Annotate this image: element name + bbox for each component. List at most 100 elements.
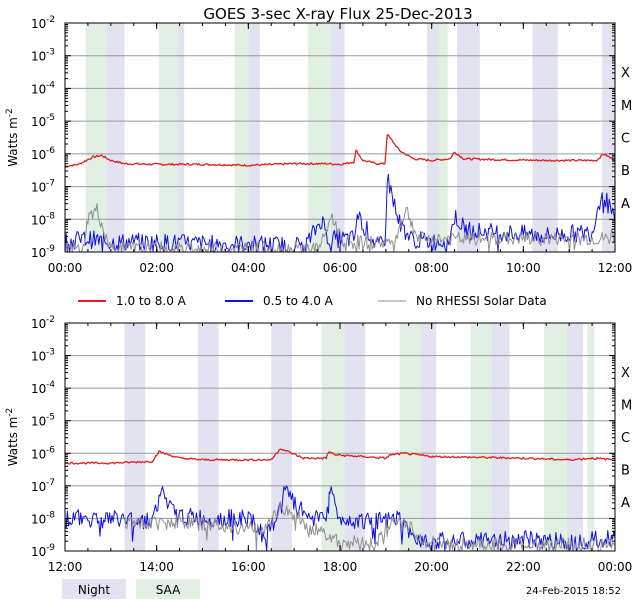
series-line-long [64, 134, 616, 168]
x-tick-label: 16:00 [231, 560, 266, 574]
x-tick-label: 00:00 [598, 560, 633, 574]
flare-class-label: C [621, 431, 630, 446]
y-tick-label: 10 [31, 512, 46, 526]
night-legend-label: Night [78, 583, 111, 597]
y-tick-label: 10 [31, 148, 46, 162]
x-tick-label: 14:00 [139, 560, 174, 574]
y-tick-exponent: -8 [46, 510, 55, 520]
y-tick-label: 10 [31, 246, 46, 260]
series-line-long [64, 448, 616, 465]
night-saa-legend: Night SAA [62, 579, 200, 599]
y-tick-label: 10 [31, 213, 46, 227]
night-band [271, 323, 292, 551]
y-tick-label: 10 [31, 350, 46, 364]
night-band [420, 323, 437, 551]
night-band [248, 23, 260, 252]
lower-panel: 10-910-810-710-610-510-410-310 -2XMCBA12:… [5, 315, 632, 574]
y-tick-label: 10 [31, 480, 46, 494]
legend-label-rhessi: No RHESSI Solar Data [416, 294, 547, 308]
night-band [177, 23, 185, 252]
flare-class-label: M [621, 398, 632, 413]
y-axis-label-exponent: -2 [5, 108, 15, 117]
y-tick-exponent: -6 [46, 146, 55, 156]
flare-class-label: B [621, 164, 630, 179]
series-legend: 1.0 to 8.0 A 0.5 to 4.0 A No RHESSI Sola… [78, 294, 547, 308]
night-band [602, 23, 615, 252]
saa-legend-label: SAA [156, 583, 181, 597]
legend-label-short: 0.5 to 4.0 A [263, 294, 334, 308]
saa-band [321, 323, 345, 551]
night-band [344, 323, 366, 551]
y-tick-exponent: -5 [46, 413, 55, 423]
x-tick-label: 06:00 [323, 261, 358, 275]
x-tick-label: 12:00 [598, 261, 633, 275]
legend-label-long: 1.0 to 8.0 A [116, 294, 187, 308]
night-band [427, 23, 439, 252]
y-tick-exponent: -3 [46, 48, 55, 58]
y-axis-label-text: Watts m [6, 417, 20, 467]
y-tick-exponent: -4 [46, 80, 55, 90]
x-tick-label: 22:00 [506, 560, 541, 574]
night-legend-swatch [62, 579, 126, 599]
y-tick-label: 10 [31, 545, 46, 559]
y-axis-label-text: Watts m [6, 117, 20, 167]
y-tick-exponent: -8 [46, 211, 55, 221]
flare-class-label: B [621, 464, 630, 479]
night-band [566, 323, 583, 551]
y-tick-exponent: -2 [46, 15, 55, 25]
saa-band [399, 323, 421, 551]
flare-class-label: M [621, 99, 632, 114]
night-band [456, 23, 480, 252]
saa-band [470, 323, 492, 551]
saa-legend-swatch [136, 579, 200, 599]
night-band [330, 23, 345, 252]
y-tick-exponent: -7 [46, 478, 55, 488]
y-tick-exponent: -9 [46, 543, 55, 553]
night-band [532, 23, 558, 252]
x-tick-label: 04:00 [231, 261, 266, 275]
y-tick-exponent: -9 [46, 244, 55, 254]
night-band [491, 323, 510, 551]
saa-band [587, 323, 595, 551]
x-tick-label: 02:00 [139, 261, 174, 275]
saa-band [438, 23, 448, 252]
y-tick-exponent: -5 [46, 113, 55, 123]
x-tick-label: 10:00 [506, 261, 541, 275]
y-tick-exponent: -6 [46, 445, 55, 455]
series-line-short [64, 173, 616, 253]
y-tick-label: 10 [31, 17, 46, 31]
y-axis-label: Watts m-2 [5, 408, 20, 467]
y-tick-label: 10 [31, 382, 46, 396]
y-tick-label: 10 [31, 50, 46, 64]
y-tick-exponent: -2 [46, 315, 55, 325]
flare-class-label: X [621, 66, 630, 81]
night-band [124, 323, 146, 551]
y-tick-exponent: -7 [46, 179, 55, 189]
saa-band [234, 23, 249, 252]
y-tick-label: 10 [31, 447, 46, 461]
saa-band [85, 23, 107, 252]
y-axis-label: Watts m-2 [5, 108, 20, 167]
flare-class-label: X [621, 366, 630, 381]
y-tick-label: 10 [31, 181, 46, 195]
y-tick-label: 10 [31, 317, 46, 331]
x-tick-label: 12:00 [48, 560, 83, 574]
night-band [197, 323, 219, 551]
flare-class-label: C [621, 132, 630, 147]
y-tick-label: 10 [31, 115, 46, 129]
x-tick-label: 18:00 [323, 560, 358, 574]
upper-panel: 10-910-810-710-610-510-410-310 -2XMCBA00:… [5, 15, 632, 275]
series-line-rhessi [64, 203, 616, 253]
y-tick-exponent: -3 [46, 348, 55, 358]
x-tick-label: 00:00 [48, 261, 83, 275]
saa-band [543, 323, 567, 551]
chart-title: GOES 3-sec X-ray Flux 25-Dec-2013 [203, 5, 472, 23]
series-line-rhessi [124, 501, 616, 552]
y-tick-label: 10 [31, 82, 46, 96]
x-tick-label: 08:00 [414, 261, 449, 275]
saa-band [307, 23, 331, 252]
y-axis-label-exponent: -2 [5, 408, 15, 417]
x-tick-label: 20:00 [414, 560, 449, 574]
y-tick-label: 10 [31, 415, 46, 429]
